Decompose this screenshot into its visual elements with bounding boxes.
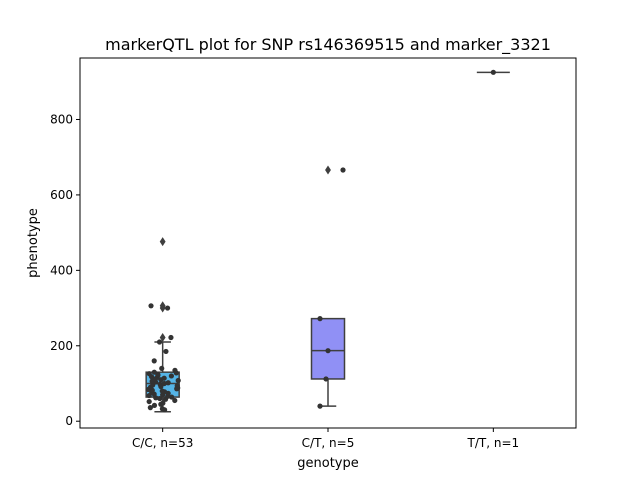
data-point	[161, 375, 167, 381]
x-tick-label: C/C, n=53	[132, 436, 193, 450]
data-point	[157, 381, 163, 387]
data-point	[148, 303, 154, 309]
data-point	[168, 334, 174, 341]
data-point	[317, 316, 323, 322]
data-point	[175, 377, 181, 384]
y-tick-label: 600	[50, 188, 73, 202]
y-tick-label: 200	[50, 339, 73, 353]
y-axis-label: phenotype	[26, 208, 41, 278]
data-point	[323, 376, 329, 382]
x-axis-label: genotype	[297, 456, 358, 471]
data-point	[161, 380, 167, 387]
outlier-marker	[325, 165, 331, 175]
data-point	[159, 388, 165, 394]
data-point	[172, 397, 178, 404]
data-point	[164, 305, 171, 311]
y-tick-label: 0	[65, 414, 73, 428]
data-point	[147, 405, 153, 411]
data-point	[156, 339, 163, 345]
data-point	[162, 407, 168, 413]
data-point	[165, 380, 171, 386]
outlier-marker	[159, 237, 166, 247]
data-point	[160, 400, 166, 406]
y-tick-label: 800	[50, 112, 73, 126]
data-point	[146, 398, 152, 405]
data-point	[172, 367, 178, 373]
data-point	[159, 365, 165, 372]
data-point	[163, 348, 169, 355]
outlier-marker	[159, 301, 166, 311]
x-tick-label: T/T, n=1	[467, 436, 520, 450]
data-point	[340, 167, 346, 173]
data-point	[146, 371, 152, 377]
x-tick-label: C/T, n=5	[302, 436, 355, 450]
chart-title: markerQTL plot for SNP rs146369515 and m…	[105, 35, 551, 55]
box-group	[310, 165, 346, 407]
data-point	[151, 369, 157, 375]
plot-elements	[145, 69, 510, 413]
data-point	[325, 348, 331, 354]
y-axis: 0 200 400 600 800	[50, 112, 80, 428]
y-tick-label: 400	[50, 263, 73, 277]
data-point	[490, 69, 496, 75]
data-point	[317, 403, 323, 409]
data-point	[169, 394, 175, 400]
data-point	[168, 373, 174, 379]
data-point	[157, 395, 163, 402]
outlier-marker	[159, 332, 166, 342]
x-axis: C/C, n=53 C/T, n=5 T/T, n=1	[132, 428, 519, 450]
data-point	[151, 358, 157, 364]
data-point	[151, 402, 158, 408]
data-point	[174, 383, 180, 389]
